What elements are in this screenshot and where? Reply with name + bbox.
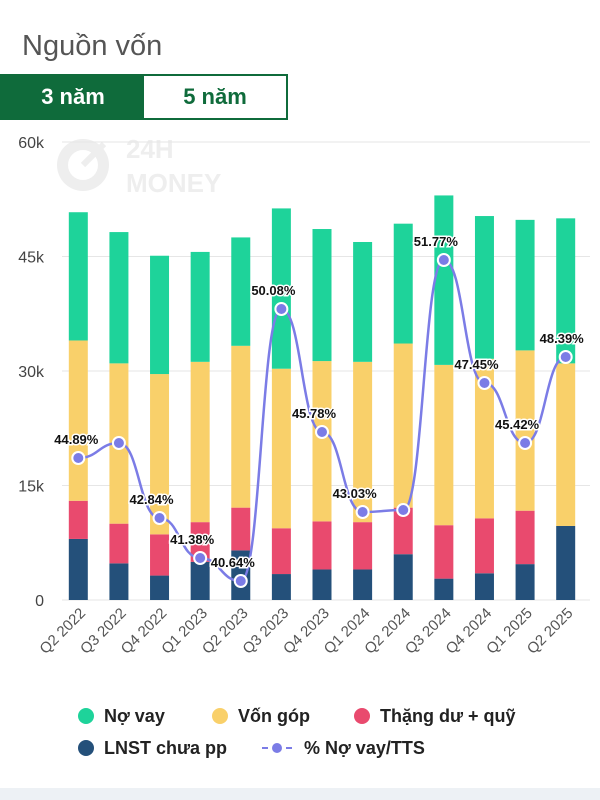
bar-segment[interactable] <box>393 223 413 344</box>
bar-segment[interactable] <box>556 218 576 364</box>
bar-segment[interactable] <box>150 255 170 375</box>
y-tick-label: 0 <box>35 593 44 610</box>
bar-segment[interactable] <box>556 525 576 600</box>
legend-item-ratio: % Nợ vay/TTS <box>262 738 425 759</box>
bar-segment[interactable] <box>231 237 251 346</box>
ratio-point[interactable] <box>477 376 492 390</box>
ratio-point[interactable] <box>558 350 573 364</box>
bar-segment[interactable] <box>68 500 88 539</box>
bar-segment[interactable] <box>271 574 291 600</box>
y-tick-label: 30k <box>18 364 45 381</box>
ratio-point[interactable] <box>233 574 248 588</box>
bar-segment[interactable] <box>434 195 454 365</box>
bar-segment[interactable] <box>231 345 251 508</box>
legend-item-von-gop: Vốn góp <box>212 706 330 727</box>
ratio-label: 42.84% <box>129 492 174 507</box>
ratio-point[interactable] <box>71 451 86 465</box>
bar-segment[interactable] <box>190 522 210 562</box>
bottom-bar <box>0 788 600 800</box>
bar-segment[interactable] <box>474 573 494 600</box>
bar-segment[interactable] <box>150 534 170 576</box>
watermark-logo: 24H MONEY <box>57 134 221 198</box>
bar-segment[interactable] <box>190 361 210 523</box>
bar-segment[interactable] <box>515 564 535 600</box>
bar-segment[interactable] <box>109 523 129 564</box>
bar-segment[interactable] <box>231 507 251 551</box>
ratio-label: 40.64% <box>211 555 256 570</box>
legend-line-icon <box>262 740 294 756</box>
bar-segment[interactable] <box>393 343 413 508</box>
ratio-label: 43.03% <box>333 486 378 501</box>
ratio-label: 45.78% <box>292 406 337 421</box>
bar-segment[interactable] <box>190 251 210 362</box>
ratio-label: 50.08% <box>251 283 296 298</box>
ratio-label: 41.38% <box>170 532 215 547</box>
capital-chart: 24H MONEY 0 15k 30k 45k 60k 44.89% 42.84% 41.3… <box>18 134 590 658</box>
bar-segment[interactable] <box>68 212 88 341</box>
bar-segment[interactable] <box>312 569 332 600</box>
bar-segment[interactable] <box>474 358 494 519</box>
bar-segment[interactable] <box>353 569 373 600</box>
bar-segment[interactable] <box>68 538 88 600</box>
legend-item-no-vay: Nợ vay <box>78 706 188 727</box>
legend-dot-icon <box>78 708 94 724</box>
ratio-point[interactable] <box>436 253 451 267</box>
page-title: Nguồn vốn <box>22 30 163 62</box>
ratio-label: 48.39% <box>540 331 585 346</box>
bar-segment[interactable] <box>353 241 373 362</box>
watermark-line2: MONEY <box>126 168 221 198</box>
bar-segment[interactable] <box>393 507 413 555</box>
bar-segment[interactable] <box>393 554 413 600</box>
ratio-label: 47.45% <box>454 357 499 372</box>
bar-segment[interactable] <box>515 350 535 511</box>
bar-segment[interactable] <box>109 563 129 600</box>
period-tabs: 3 năm 5 năm <box>0 74 288 120</box>
bar-segment[interactable] <box>68 340 88 501</box>
bar-segment[interactable] <box>474 216 494 359</box>
bar-segment[interactable] <box>271 528 291 575</box>
ratio-point[interactable] <box>518 436 533 450</box>
bar-segment[interactable] <box>556 363 576 526</box>
bar-segment[interactable] <box>474 518 494 574</box>
legend-item-lnst: LNST chưa pp <box>78 738 238 759</box>
bar-segment[interactable] <box>271 208 291 369</box>
tab-3-years[interactable]: 3 năm <box>2 76 144 118</box>
legend-dot-icon <box>212 708 228 724</box>
y-tick-label: 45k <box>18 250 45 267</box>
ratio-point[interactable] <box>355 505 370 519</box>
bar-segment[interactable] <box>312 361 332 522</box>
bar-segment[interactable] <box>312 229 332 362</box>
tab-5-years[interactable]: 5 năm <box>144 76 286 118</box>
bar-segment[interactable] <box>434 525 454 579</box>
ratio-label: 44.89% <box>54 432 99 447</box>
y-tick-label: 15k <box>18 479 45 496</box>
legend-dot-icon <box>78 740 94 756</box>
watermark-line1: 24H <box>126 134 174 164</box>
bar-segment[interactable] <box>150 575 170 600</box>
bar-segment[interactable] <box>515 219 535 351</box>
y-tick-label: 60k <box>18 135 45 152</box>
ratio-label: 45.42% <box>495 417 540 432</box>
ratio-point[interactable] <box>111 436 126 450</box>
ratio-point[interactable] <box>193 551 208 565</box>
ratio-point[interactable] <box>274 302 289 316</box>
bar-segment[interactable] <box>353 361 373 523</box>
ratio-label: 51.77% <box>414 234 459 249</box>
legend-dot-icon <box>354 708 370 724</box>
bar-segment[interactable] <box>353 522 373 570</box>
bar-segment[interactable] <box>515 510 535 565</box>
bar-segment[interactable] <box>109 232 129 364</box>
ratio-point[interactable] <box>152 511 167 525</box>
bar-segment[interactable] <box>434 578 454 600</box>
legend: Nợ vay Vốn góp Thặng dư + quỹ LNST chưa … <box>78 700 578 764</box>
ratio-point[interactable] <box>315 425 329 439</box>
ratio-point[interactable] <box>396 503 411 517</box>
legend-item-thang-du: Thặng dư + quỹ <box>354 706 516 727</box>
bar-segment[interactable] <box>190 561 210 600</box>
bar-segment[interactable] <box>150 374 170 535</box>
bar-segment[interactable] <box>271 368 291 529</box>
bar-segment[interactable] <box>312 521 332 570</box>
bar-segment[interactable] <box>434 364 454 526</box>
